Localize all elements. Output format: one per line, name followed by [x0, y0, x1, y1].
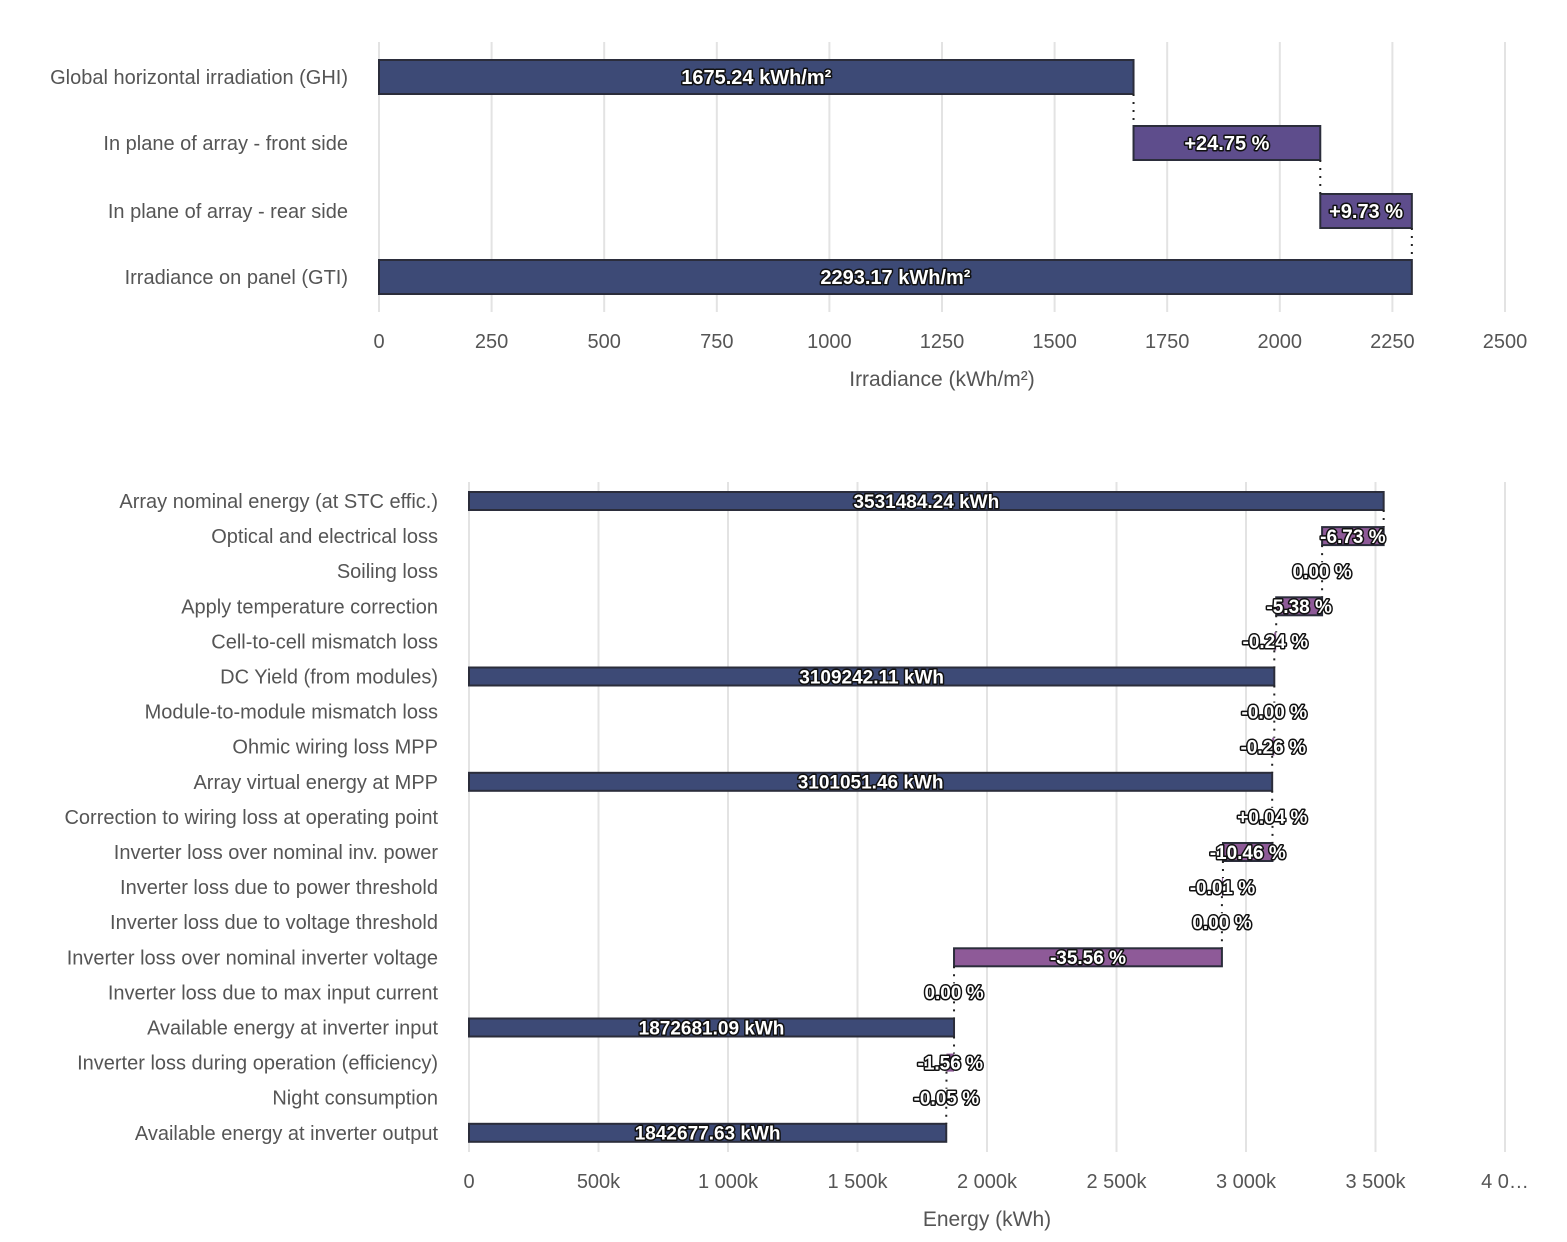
data-label: +24.75 %	[1184, 133, 1269, 155]
x-tick-label: 4 0…	[1481, 1171, 1529, 1193]
category-label: Irradiance on panel (GTI)	[125, 267, 348, 289]
category-label: Module-to-module mismatch loss	[145, 702, 438, 724]
change-bar	[1221, 842, 1274, 862]
change-bar	[953, 947, 1223, 968]
data-label: -0.26 %	[1240, 738, 1306, 759]
data-label: -6.73 %	[1320, 527, 1386, 548]
category-label: Inverter loss due to power threshold	[120, 877, 438, 899]
change-bar	[1274, 632, 1277, 651]
x-tick-label: 250	[475, 331, 508, 353]
data-label: 2293.17 kWh/m²	[820, 267, 970, 289]
x-tick-label: 0	[373, 331, 384, 353]
category-label: Ohmic wiring loss MPP	[232, 737, 438, 759]
total-bar	[468, 1122, 948, 1143]
data-label: -0.01 %	[1190, 878, 1256, 899]
x-tick-label: 1750	[1145, 331, 1190, 353]
category-label: Night consumption	[272, 1088, 438, 1110]
total-bar	[468, 491, 1385, 511]
x-tick-label: 1250	[920, 331, 965, 353]
category-label: DC Yield (from modules)	[220, 667, 438, 689]
category-label: In plane of array - rear side	[108, 201, 348, 223]
change-bar	[1319, 193, 1413, 229]
x-axis-title: Irradiance (kWh/m²)	[849, 368, 1035, 391]
category-label: Inverter loss due to voltage threshold	[110, 912, 438, 934]
data-label: -0.05 %	[914, 1089, 980, 1110]
data-label: +0.04 %	[1237, 808, 1307, 829]
category-label: Optical and electrical loss	[211, 526, 438, 548]
x-tick-label: 500k	[577, 1171, 621, 1193]
data-label: 1675.24 kWh/m²	[681, 67, 831, 89]
total-bar	[468, 666, 1276, 687]
data-label: 3101051.46 kWh	[798, 773, 944, 794]
x-tick-label: 1500	[1032, 331, 1077, 353]
category-label: Global horizontal irradiation (GHI)	[50, 67, 348, 89]
data-label: +9.73 %	[1329, 201, 1403, 223]
chart-1: 0 250 500 750 1000 1250 1500 1750 2000 2250 2500 Ir…	[50, 42, 1527, 391]
total-bar	[378, 259, 1413, 295]
total-bar	[468, 771, 1274, 792]
data-label: 1872681.09 kWh	[639, 1018, 785, 1039]
change-bar	[1275, 596, 1324, 617]
x-tick-label: 750	[700, 331, 733, 353]
category-label: Inverter loss over nominal inverter volt…	[67, 947, 438, 969]
total-bar	[378, 59, 1135, 95]
x-tick-label: 2500	[1483, 331, 1528, 353]
chart-2: 0 500k 1 000k 1 500k 2 000k 2 500k 3 000k 3 500…	[64, 482, 1529, 1231]
data-label: -0.24 %	[1243, 632, 1309, 653]
category-label: Cell-to-cell mismatch loss	[211, 631, 438, 653]
category-label: Apply temperature correction	[181, 596, 438, 618]
total-bar	[468, 1017, 956, 1038]
data-label: -35.56 %	[1050, 948, 1126, 969]
change-bar	[1132, 125, 1322, 161]
category-label: Available energy at inverter output	[135, 1123, 439, 1145]
x-tick-label: 500	[588, 331, 621, 353]
x-tick-label: 0	[463, 1171, 474, 1193]
data-label: -10.46 %	[1210, 843, 1286, 864]
category-label: Soiling loss	[337, 561, 438, 583]
category-label: Inverter loss due to max input current	[108, 982, 439, 1004]
x-tick-label: 1 500k	[827, 1171, 888, 1193]
data-label: 0.00 %	[924, 983, 983, 1004]
data-label: 0.00 %	[1293, 562, 1352, 583]
x-axis-title: Energy (kWh)	[923, 1208, 1051, 1231]
category-label: Array nominal energy (at STC effic.)	[119, 491, 438, 513]
category-label: Inverter loss over nominal inv. power	[114, 842, 439, 864]
x-tick-label: 1000	[807, 331, 852, 353]
data-label: -1.56 %	[918, 1053, 984, 1074]
category-label: Available energy at inverter input	[147, 1018, 438, 1040]
data-label: 1842677.63 kWh	[635, 1124, 781, 1145]
category-label: Correction to wiring loss at operating p…	[64, 807, 438, 829]
data-label: 3109242.11 kWh	[799, 667, 944, 688]
category-label: In plane of array - front side	[103, 133, 348, 155]
category-label: Array virtual energy at MPP	[193, 772, 438, 794]
x-tick-label: 3 500k	[1345, 1171, 1406, 1193]
data-label: -5.38 %	[1266, 597, 1332, 618]
x-tick-label: 2250	[1370, 331, 1415, 353]
change-bar	[1272, 737, 1275, 756]
x-tick-label: 3 000k	[1216, 1171, 1277, 1193]
x-tick-label: 2 500k	[1086, 1171, 1147, 1193]
data-label: -0.00 %	[1242, 702, 1308, 723]
x-tick-label: 2 000k	[957, 1171, 1018, 1193]
x-tick-label: 2000	[1258, 331, 1303, 353]
category-label: Inverter loss during operation (efficien…	[77, 1053, 438, 1075]
change-bar	[1321, 526, 1385, 547]
data-label: 3531484.24 kWh	[853, 492, 999, 513]
change-bar	[1221, 878, 1223, 897]
change-bar	[946, 1053, 955, 1072]
data-label: 0.00 %	[1192, 913, 1251, 934]
x-tick-label: 1 000k	[698, 1171, 759, 1193]
